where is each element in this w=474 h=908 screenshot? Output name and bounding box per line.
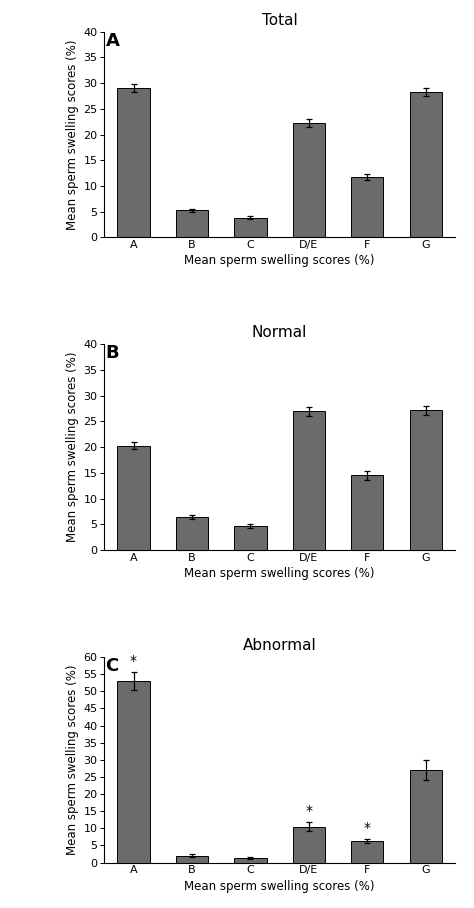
- Bar: [118, 681, 150, 863]
- Bar: [176, 855, 208, 863]
- Bar: [351, 476, 383, 550]
- Bar: [176, 210, 208, 237]
- Bar: [293, 123, 325, 237]
- Y-axis label: Mean sperm swelling scores (%): Mean sperm swelling scores (%): [66, 39, 79, 230]
- Text: *: *: [305, 804, 312, 818]
- Bar: [410, 410, 442, 550]
- Title: Normal: Normal: [252, 325, 307, 340]
- Text: *: *: [364, 821, 371, 834]
- Bar: [293, 411, 325, 550]
- X-axis label: Mean sperm swelling scores (%): Mean sperm swelling scores (%): [184, 880, 375, 893]
- Y-axis label: Mean sperm swelling scores (%): Mean sperm swelling scores (%): [66, 352, 79, 542]
- Text: B: B: [105, 344, 119, 362]
- Y-axis label: Mean sperm swelling scores (%): Mean sperm swelling scores (%): [66, 665, 79, 855]
- Bar: [176, 517, 208, 550]
- Text: C: C: [105, 657, 118, 675]
- Title: Total: Total: [262, 13, 298, 28]
- Bar: [234, 218, 266, 237]
- Bar: [410, 770, 442, 863]
- Text: *: *: [130, 654, 137, 668]
- Bar: [118, 88, 150, 237]
- Title: Abnormal: Abnormal: [243, 638, 317, 653]
- Bar: [351, 177, 383, 237]
- Bar: [293, 826, 325, 863]
- Text: A: A: [105, 32, 119, 50]
- Bar: [118, 446, 150, 550]
- Bar: [351, 842, 383, 863]
- Bar: [410, 92, 442, 237]
- X-axis label: Mean sperm swelling scores (%): Mean sperm swelling scores (%): [184, 567, 375, 580]
- Bar: [234, 858, 266, 863]
- X-axis label: Mean sperm swelling scores (%): Mean sperm swelling scores (%): [184, 254, 375, 267]
- Bar: [234, 526, 266, 550]
